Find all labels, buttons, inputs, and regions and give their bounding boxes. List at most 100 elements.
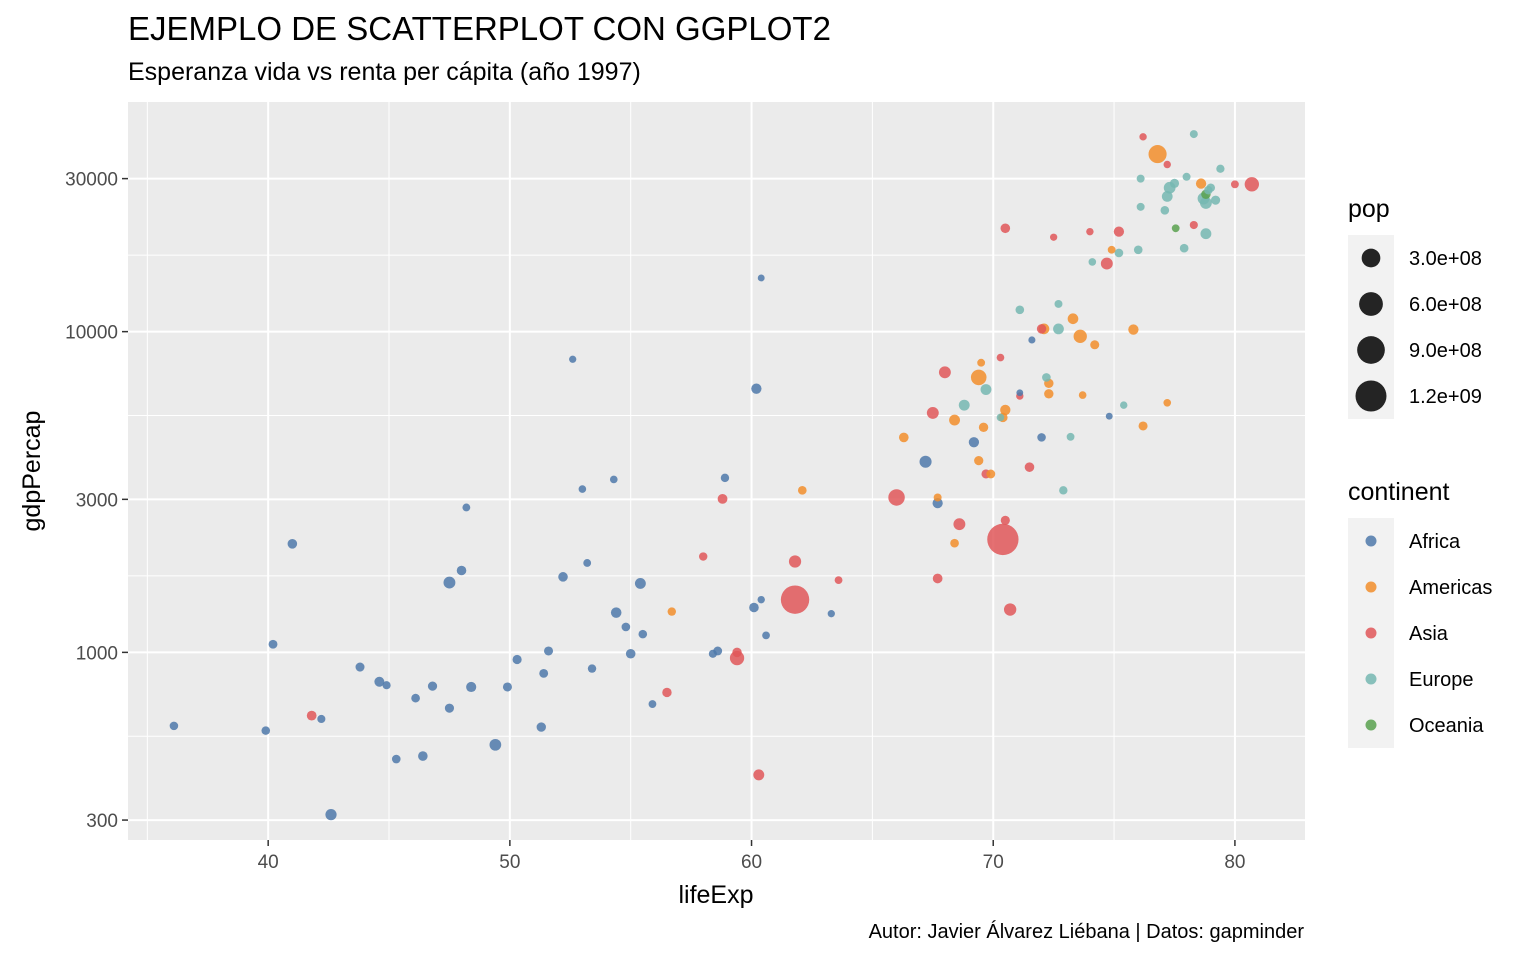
point-asia [888,489,905,506]
point-asia [1139,133,1147,141]
point-europe [1120,401,1128,409]
point-asia [953,518,966,531]
point-europe [1042,373,1051,382]
point-africa [261,726,271,735]
point-africa [444,703,455,713]
point-europe [1054,299,1063,308]
y-tick-label: 1000 [76,643,118,664]
point-americas [1067,313,1079,325]
y-tick-label: 10000 [65,323,118,344]
point-asia [1050,233,1058,241]
color-legend-label: Europe [1409,669,1474,691]
x-tick-label: 60 [741,852,762,873]
color-legend-label: Africa [1409,531,1461,553]
point-europe [1136,174,1145,183]
point-americas [986,469,996,479]
point-asia [1189,220,1198,230]
point-americas [950,538,959,548]
point-africa [708,649,717,658]
size-legend-label: 6.0e+08 [1409,294,1482,316]
point-africa [757,595,765,604]
y-tick-label: 300 [86,811,118,832]
point-africa [382,681,391,690]
point-africa [317,714,326,724]
point-asia [834,576,843,585]
point-americas [970,369,987,386]
point-europe [1161,191,1173,202]
point-europe [1160,205,1170,215]
point-africa [391,754,401,764]
point-africa [919,455,932,468]
size-legend-title: pop [1348,195,1390,223]
point-europe [996,413,1005,422]
point-africa [749,602,759,613]
point-africa [489,738,502,751]
point-asia [1036,324,1047,334]
color-legend: continent Africa Americas Asia Europe Oceani… [1348,478,1492,748]
point-americas [933,493,942,502]
point-africa [512,654,522,665]
size-legend: pop 3.0e+08 6.0e+08 9.0e+08 1.2e+09 [1348,195,1482,419]
data-points [169,130,1259,821]
point-africa [583,559,592,567]
point-americas [974,456,984,466]
point-africa [1028,336,1036,344]
point-africa [634,578,646,589]
point-africa [720,473,730,483]
point-africa [625,648,636,659]
point-asia [1000,223,1011,234]
point-europe [1059,486,1068,495]
point-europe [958,399,970,411]
major-gridlines [128,102,1305,840]
point-asia [1003,603,1017,616]
point-asia [699,552,708,561]
point-africa [502,682,512,692]
color-legend-label: Asia [1409,623,1449,645]
color-legend-label: Americas [1409,577,1492,599]
point-americas [949,414,961,426]
point-africa [762,631,770,640]
point-africa [539,668,549,678]
point-americas [977,358,986,367]
point-americas [1078,391,1087,399]
size-legend-label: 9.0e+08 [1409,340,1482,362]
point-africa [411,693,420,703]
point-asia [1086,227,1094,236]
point-americas [1195,178,1207,189]
size-legend-circle [1361,248,1381,268]
y-tick-label: 3000 [76,490,118,511]
point-americas [1090,340,1100,350]
point-europe [1179,243,1189,253]
point-africa [325,808,337,821]
point-asia [662,687,672,698]
point-africa [610,607,622,618]
point-americas [1044,389,1054,399]
point-americas [1000,404,1011,416]
point-americas [1163,398,1172,407]
point-europe [1136,202,1145,211]
point-americas [1128,324,1139,335]
size-legend-circle [1359,292,1383,316]
color-legend-dot-americas [1365,581,1377,593]
point-americas [1073,329,1087,343]
point-africa [569,355,577,363]
point-africa [648,700,657,708]
y-axis-title: gdpPercap [18,411,46,532]
size-legend-label: 3.0e+08 [1409,248,1482,270]
point-africa [578,485,587,493]
point-asia [780,585,810,614]
color-legend-dot-oceania [1365,719,1377,731]
point-africa [1105,412,1113,420]
color-legend-dot-asia [1365,627,1377,639]
point-asia [1231,180,1239,189]
point-americas [978,422,989,433]
point-europe [1216,164,1225,173]
point-asia [1113,226,1125,237]
point-asia [753,769,765,781]
point-asia [717,493,728,504]
point-africa [355,662,365,672]
point-africa [609,475,618,484]
size-legend-label: 1.2e+09 [1409,386,1482,408]
point-europe [1189,130,1198,139]
point-asia [1000,515,1010,525]
